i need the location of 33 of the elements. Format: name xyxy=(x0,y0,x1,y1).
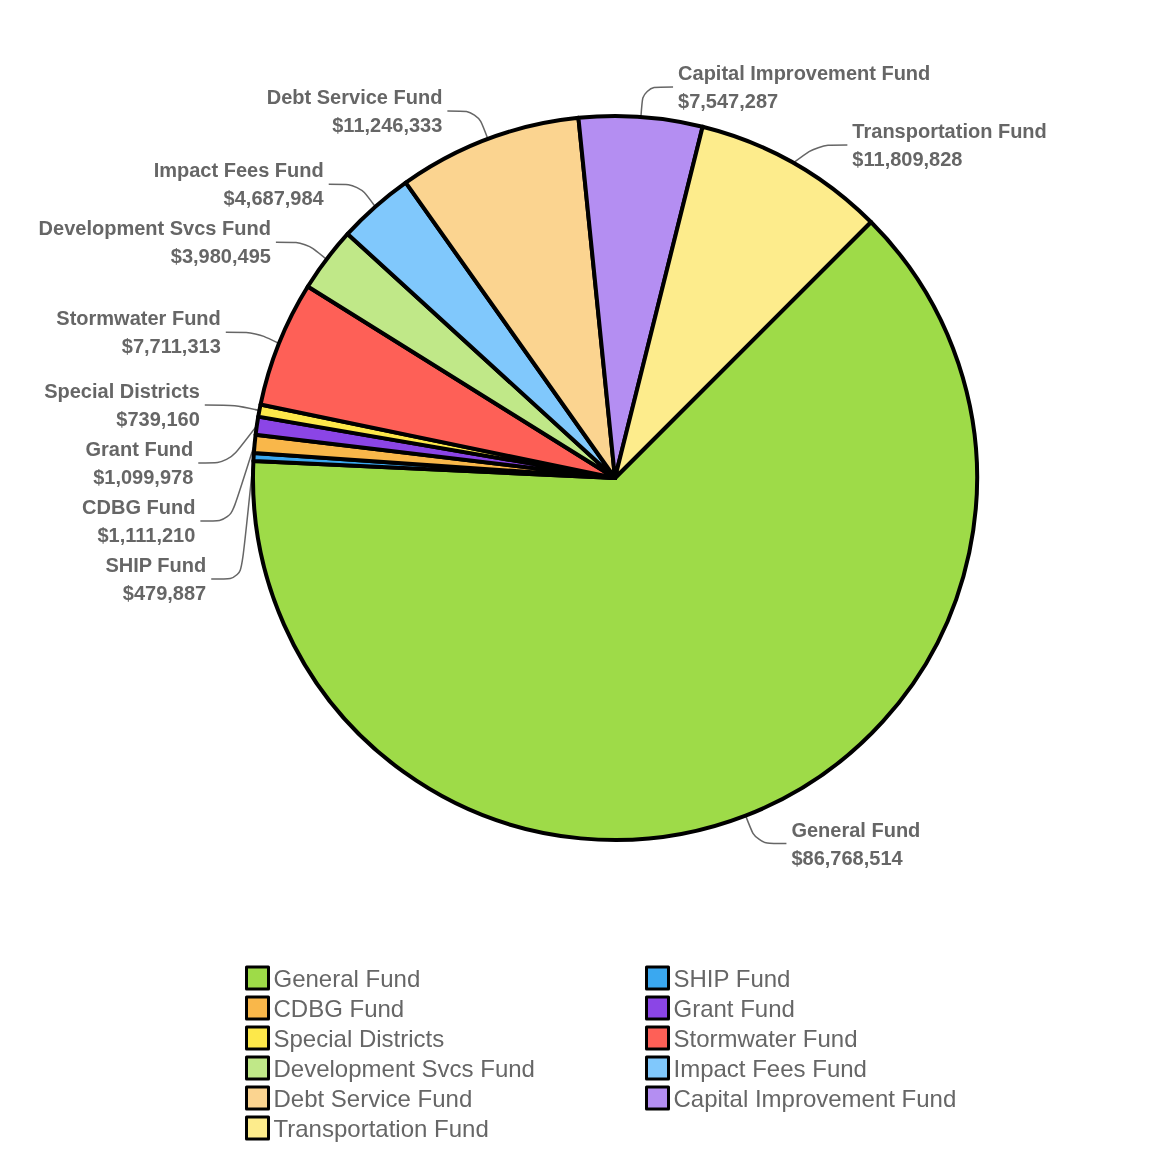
data-label: $11,809,828 xyxy=(852,148,963,171)
slice-label: Debt Service Fund xyxy=(266,85,443,108)
legend-label: Capital Improvement Fund xyxy=(673,1084,957,1112)
data-label: $1,099,978 xyxy=(93,465,194,488)
data-label: $7,711,313 xyxy=(121,335,221,358)
slice-label: Transportation Fund xyxy=(852,120,1047,143)
data-label: $739,160 xyxy=(116,407,200,430)
legend-label: Grant Fund xyxy=(673,994,795,1022)
slice-label: General Fund xyxy=(791,818,921,841)
slice-label: Impact Fees Fund xyxy=(153,159,324,182)
legend-label: Special Districts xyxy=(273,1024,445,1052)
slice-label: CDBG Fund xyxy=(82,495,196,518)
legend-label: Impact Fees Fund xyxy=(673,1054,867,1082)
slice-label: Special Districts xyxy=(44,379,200,402)
legend-label: SHIP Fund xyxy=(673,964,791,992)
slice-label: Development Svcs Fund xyxy=(38,217,271,240)
legend-label: Stormwater Fund xyxy=(673,1024,858,1052)
legend-label: Debt Service Fund xyxy=(273,1084,473,1112)
data-label: $3,980,495 xyxy=(170,245,271,268)
legend-label: Development Svcs Fund xyxy=(273,1054,535,1082)
legend-label: CDBG Fund xyxy=(273,994,405,1022)
slice-label: Grant Fund xyxy=(85,437,194,460)
slice-label: SHIP Fund xyxy=(105,553,207,576)
data-label: $86,768,514 xyxy=(791,846,904,869)
legend-label: Transportation Fund xyxy=(273,1114,489,1142)
data-label: $4,687,984 xyxy=(223,187,325,210)
slice-label: Capital Improvement Fund xyxy=(678,62,931,85)
data-label: $11,246,333 xyxy=(332,113,443,136)
slice-label: Stormwater Fund xyxy=(56,307,221,330)
data-label: $7,547,287 xyxy=(678,90,779,113)
legend-label: General Fund xyxy=(273,964,421,992)
data-label: $1,111,210 xyxy=(97,523,196,546)
data-label: $479,887 xyxy=(122,581,207,604)
